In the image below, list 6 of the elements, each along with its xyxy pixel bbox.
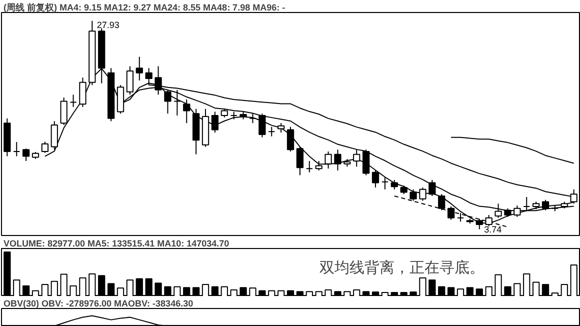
chart-title: (周线 前复权) MA4: 9.15 MA12: 9.27 MA24: 8.55 MA48: 7.98 MA96: - [4,2,286,12]
annotation: 3.74 [484,224,502,235]
chart-title: VOLUME: 82977.00 MA5: 133515.41 MA10: 147034.70 [4,238,230,248]
chart-title: OBV(30) OBV: -278976.00 MAOBV: -38346.30 [4,298,194,308]
annotation: 双均线背离，正在寻底。 [320,260,484,276]
annotation: 27.93 [96,20,120,30]
